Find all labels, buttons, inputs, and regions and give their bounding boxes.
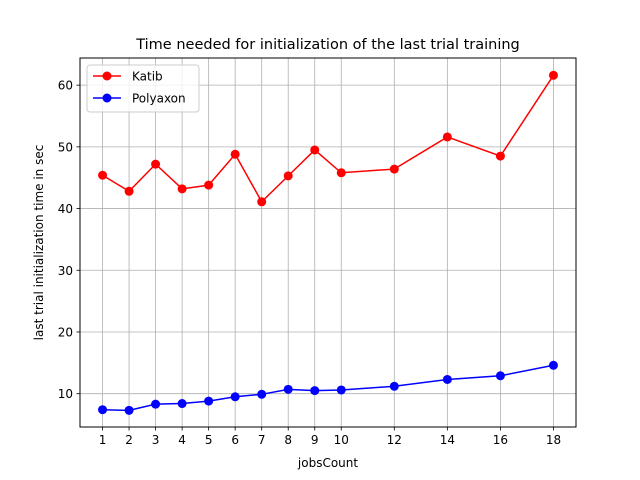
- y-tick-label: 50: [58, 140, 73, 154]
- data-point-polyaxon: [230, 392, 240, 402]
- legend: Katib Polyaxon: [86, 64, 200, 113]
- data-point-polyaxon: [151, 399, 161, 409]
- data-point-polyaxon: [257, 389, 267, 399]
- x-tick-label: 2: [125, 433, 133, 447]
- x-tick-label: 18: [546, 433, 561, 447]
- data-point-katib: [336, 168, 346, 178]
- x-tick-label: 16: [493, 433, 508, 447]
- x-tick-label: 7: [258, 433, 266, 447]
- data-point-katib: [124, 186, 134, 196]
- series-group: [98, 70, 558, 415]
- x-tick-label: 14: [440, 433, 455, 447]
- y-tick-label: 40: [58, 202, 73, 216]
- data-point-polyaxon: [442, 374, 452, 384]
- data-point-katib: [310, 145, 320, 155]
- legend-label-katib: Katib: [132, 70, 163, 84]
- x-tick-label: 4: [178, 433, 186, 447]
- data-point-katib: [230, 149, 240, 159]
- y-tick-label: 30: [58, 264, 73, 278]
- x-tick-label: 9: [311, 433, 319, 447]
- x-tick-label: 5: [205, 433, 213, 447]
- x-tick-label: 8: [284, 433, 292, 447]
- data-point-polyaxon: [389, 381, 399, 391]
- grid: [80, 58, 576, 427]
- data-point-polyaxon: [336, 385, 346, 395]
- data-point-katib: [98, 170, 108, 180]
- chart-title: Time needed for initialization of the la…: [135, 37, 520, 53]
- data-point-polyaxon: [495, 371, 505, 381]
- y-tick-label: 20: [58, 325, 73, 339]
- data-point-katib: [442, 132, 452, 142]
- legend-marker-katib: [102, 71, 112, 81]
- y-tick-label: 60: [58, 79, 73, 93]
- data-point-katib: [204, 180, 214, 190]
- data-point-katib: [495, 151, 505, 161]
- data-point-katib: [151, 159, 161, 169]
- series-line-katib: [102, 74, 555, 203]
- data-point-katib: [257, 197, 267, 207]
- data-point-katib: [548, 70, 558, 80]
- data-point-polyaxon: [310, 386, 320, 396]
- x-tick-label: 12: [387, 433, 402, 447]
- x-tick-label: 10: [334, 433, 349, 447]
- data-point-katib: [389, 164, 399, 174]
- legend-label-polyaxon: Polyaxon: [132, 92, 186, 106]
- plot-area-frame: [79, 57, 577, 428]
- data-point-polyaxon: [283, 384, 293, 394]
- data-point-katib: [283, 171, 293, 181]
- data-point-polyaxon: [204, 396, 214, 406]
- y-tick-label: 10: [58, 387, 73, 401]
- data-point-polyaxon: [177, 399, 187, 409]
- legend-marker-polyaxon: [102, 93, 112, 103]
- x-tick-label: 6: [231, 433, 239, 447]
- data-point-polyaxon: [124, 405, 134, 415]
- x-tick-label: 1: [99, 433, 107, 447]
- x-tick-label: 3: [152, 433, 160, 447]
- data-point-polyaxon: [548, 360, 558, 370]
- data-point-katib: [177, 184, 187, 194]
- y-axis-label: last trial initialization time in sec: [32, 145, 46, 341]
- x-axis-label: jobsCount: [297, 456, 358, 470]
- data-point-polyaxon: [98, 405, 108, 415]
